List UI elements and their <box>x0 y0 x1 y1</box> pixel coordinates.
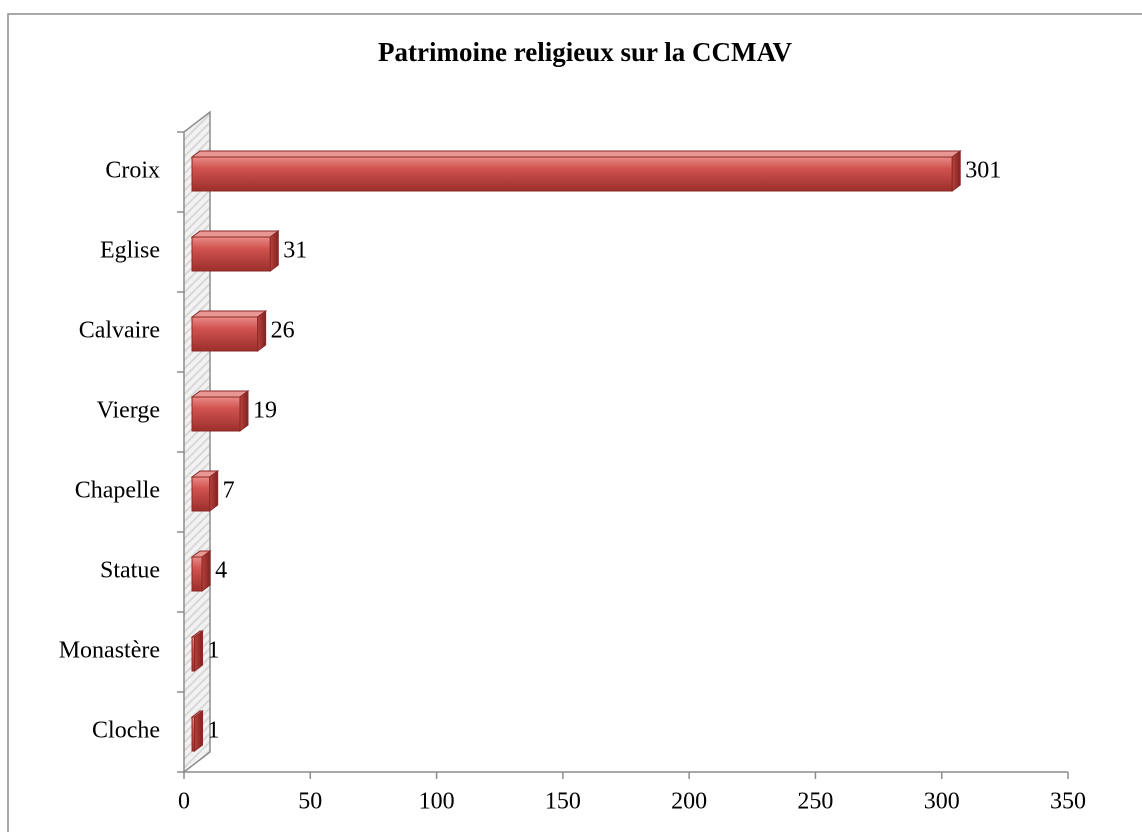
x-tick-label: 0 <box>178 789 190 815</box>
bar <box>190 630 205 672</box>
y-tick-label: Cloche <box>92 718 160 744</box>
x-tick-label: 250 <box>797 789 833 815</box>
y-tick-label: Monastère <box>59 638 160 664</box>
bar <box>190 310 268 352</box>
x-tick-label: 50 <box>298 789 322 815</box>
y-tick-label: Croix <box>105 158 160 184</box>
x-tick-label: 350 <box>1050 789 1086 815</box>
bar <box>190 550 212 592</box>
bar <box>190 390 250 432</box>
x-tick-label: 150 <box>545 789 581 815</box>
data-label: 4 <box>215 558 227 584</box>
data-label: 301 <box>965 158 1001 184</box>
bar <box>190 230 280 272</box>
data-label: 31 <box>283 238 307 264</box>
data-label: 1 <box>208 638 220 664</box>
x-tick-label: 300 <box>924 789 960 815</box>
x-tick-label: 100 <box>419 789 455 815</box>
chart-title: Patrimoine religieux sur la CCMAV <box>378 37 792 67</box>
x-tick-label: 200 <box>671 789 707 815</box>
bar <box>190 470 220 512</box>
chart-frame <box>7 13 1142 832</box>
bar <box>190 710 205 752</box>
y-tick-label: Eglise <box>100 238 160 264</box>
y-tick-label: Calvaire <box>79 318 160 344</box>
bar <box>190 150 962 192</box>
data-label: 1 <box>208 718 220 744</box>
y-tick-label: Vierge <box>97 398 160 424</box>
y-tick-label: Chapelle <box>75 478 160 504</box>
data-label: 7 <box>223 478 235 504</box>
axis-wall <box>183 110 211 774</box>
data-label: 19 <box>253 398 277 424</box>
data-label: 26 <box>271 318 295 344</box>
y-tick-label: Statue <box>100 558 160 584</box>
